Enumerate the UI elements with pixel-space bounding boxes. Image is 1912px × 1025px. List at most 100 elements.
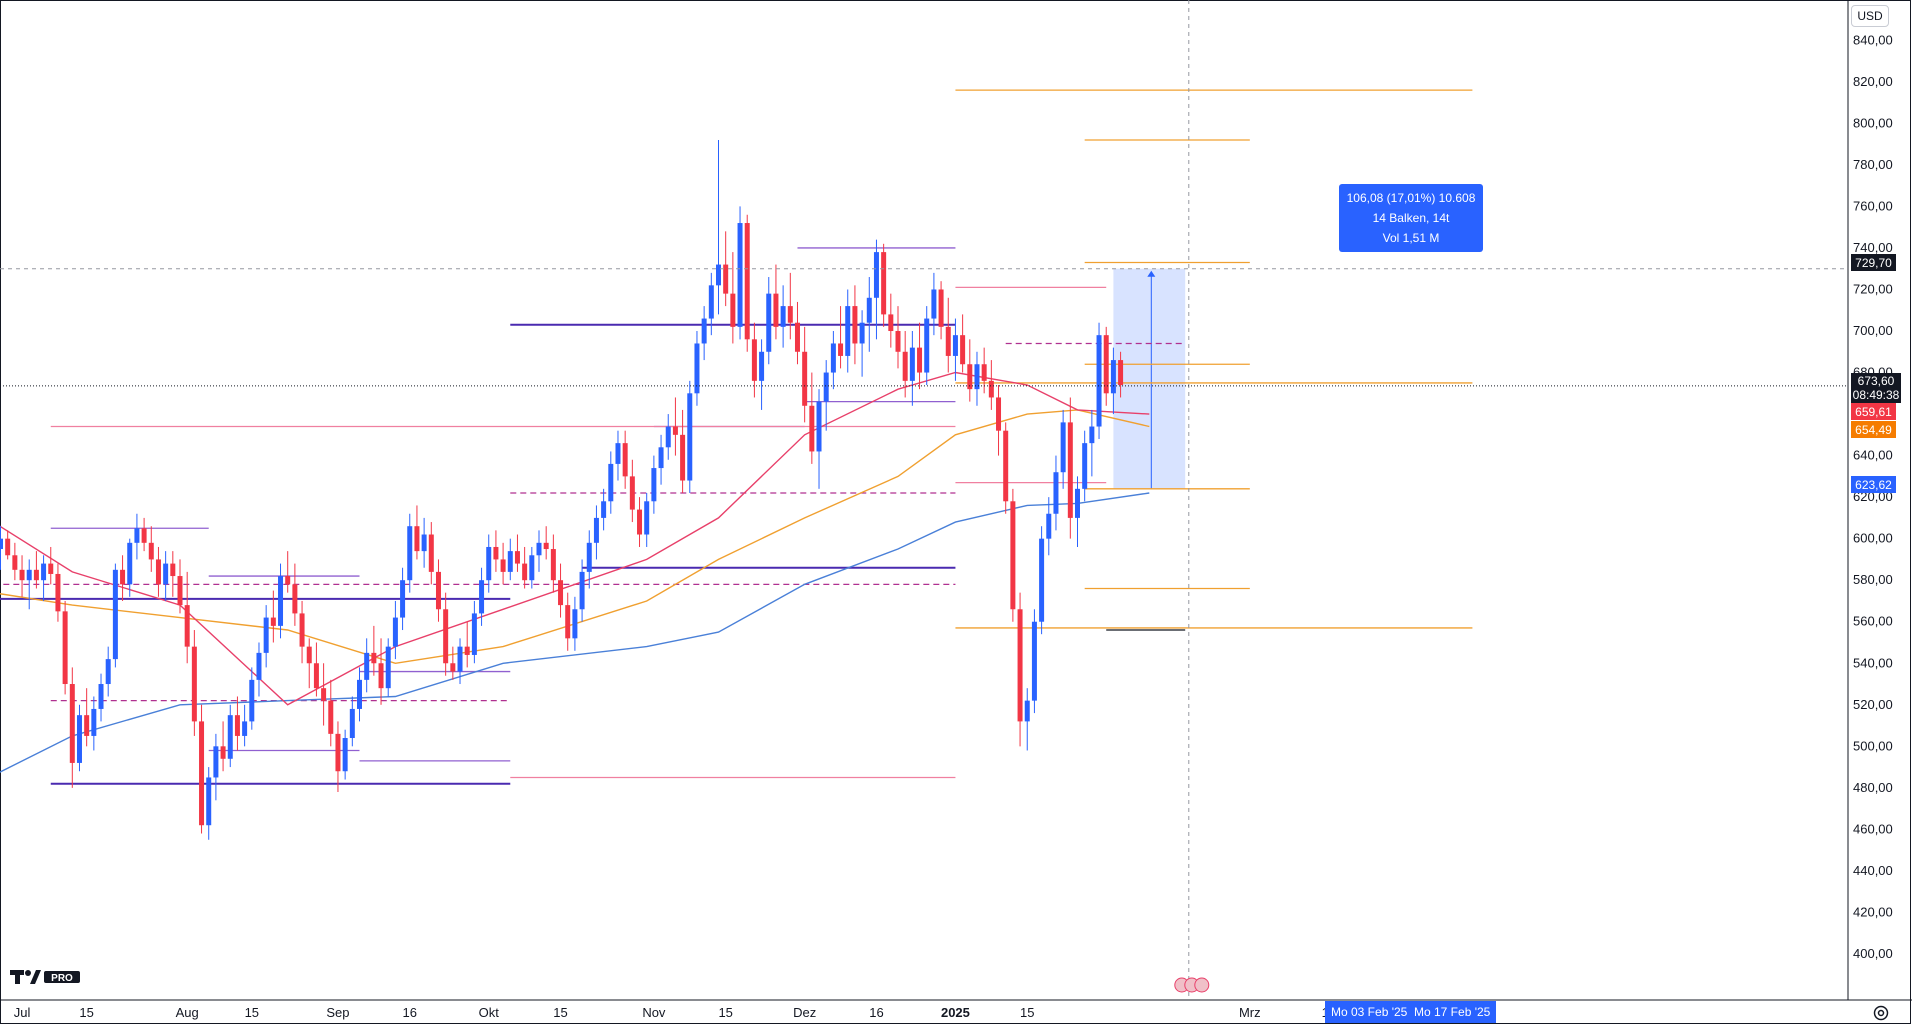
price-tick-3: 780,00 bbox=[1853, 157, 1893, 172]
candle-83 bbox=[593, 517, 599, 543]
time-tick-0: Jul bbox=[14, 1005, 31, 1020]
candle-69 bbox=[493, 546, 499, 560]
candle-17 bbox=[120, 569, 126, 585]
time-tick-9: 15 bbox=[718, 1005, 732, 1020]
candle-14 bbox=[98, 684, 104, 709]
currency-button[interactable]: USD bbox=[1851, 5, 1889, 27]
candle-87 bbox=[622, 443, 628, 477]
time-tick-4: Sep bbox=[326, 1005, 349, 1020]
price-tick-2: 800,00 bbox=[1853, 115, 1893, 130]
candle-110 bbox=[787, 306, 793, 323]
candle-119 bbox=[852, 306, 858, 344]
candle-57 bbox=[407, 526, 413, 581]
price-tick-7: 700,00 bbox=[1853, 323, 1893, 338]
measure-tooltip: 106,08 (17,01%) 10.608 14 Balken, 14t Vo… bbox=[1339, 184, 1483, 252]
candle-52 bbox=[371, 652, 377, 664]
candle-85 bbox=[608, 463, 614, 502]
candle-64 bbox=[457, 646, 463, 672]
time-tick-5: 16 bbox=[403, 1005, 417, 1020]
candle-144 bbox=[1031, 621, 1037, 701]
candle-59 bbox=[421, 534, 427, 552]
candle-73 bbox=[522, 563, 528, 581]
candle-18 bbox=[127, 542, 133, 585]
candle-12 bbox=[84, 715, 90, 736]
measure-change: 106,08 (17,01%) 10.608 bbox=[1346, 191, 1476, 205]
gear-icon[interactable] bbox=[1871, 1003, 1891, 1023]
candle-148 bbox=[1060, 422, 1066, 473]
candle-156 bbox=[1118, 360, 1124, 386]
candle-23 bbox=[163, 563, 169, 585]
candle-43 bbox=[306, 646, 312, 664]
candle-62 bbox=[443, 609, 449, 664]
time-tick-7: 15 bbox=[553, 1005, 567, 1020]
candle-26 bbox=[184, 605, 190, 647]
candle-100 bbox=[716, 264, 721, 286]
price-tick-16: 500,00 bbox=[1853, 738, 1893, 753]
candle-127 bbox=[909, 347, 915, 381]
candle-118 bbox=[845, 306, 851, 356]
candle-22 bbox=[155, 559, 161, 585]
price-tick-15: 520,00 bbox=[1853, 697, 1893, 712]
candle-107 bbox=[766, 293, 772, 352]
time-tick-1: 15 bbox=[79, 1005, 93, 1020]
candle-10 bbox=[69, 684, 75, 763]
candle-96 bbox=[687, 393, 693, 481]
candle-98 bbox=[701, 318, 707, 344]
candle-72 bbox=[514, 551, 520, 564]
candle-112 bbox=[802, 351, 808, 406]
candle-55 bbox=[392, 617, 398, 647]
candle-51 bbox=[364, 652, 370, 680]
candle-109 bbox=[780, 306, 786, 327]
candle-38 bbox=[270, 617, 276, 626]
ma-red-value-label: 659,61 bbox=[1851, 403, 1896, 420]
candle-37 bbox=[263, 617, 269, 653]
price-tick-6: 720,00 bbox=[1853, 281, 1893, 296]
candle-24 bbox=[170, 563, 176, 577]
candle-117 bbox=[838, 343, 844, 356]
time-tick-6: Okt bbox=[479, 1005, 500, 1020]
time-tick-13: 15 bbox=[1020, 1005, 1034, 1020]
candle-33 bbox=[234, 715, 240, 736]
candle-143 bbox=[1024, 700, 1030, 722]
candle-71 bbox=[507, 551, 513, 572]
candle-92 bbox=[658, 447, 664, 469]
candle-86 bbox=[615, 443, 621, 464]
event-flag-icon[interactable] bbox=[1194, 977, 1210, 993]
candle-99 bbox=[708, 285, 714, 319]
candle-25 bbox=[177, 576, 183, 606]
candle-46 bbox=[328, 700, 334, 734]
candle-19 bbox=[134, 528, 140, 543]
time-tick-11: 16 bbox=[869, 1005, 883, 1020]
candle-138 bbox=[988, 380, 994, 398]
candle-135 bbox=[967, 364, 973, 390]
date-label-left: Mo 03 Feb '25 bbox=[1325, 1001, 1414, 1023]
svg-text:PRO: PRO bbox=[51, 973, 73, 984]
price-tick-20: 420,00 bbox=[1853, 904, 1893, 919]
price-tick-11: 600,00 bbox=[1853, 531, 1893, 546]
candle-39 bbox=[278, 576, 284, 626]
candle-137 bbox=[981, 364, 987, 381]
price-tick-1: 820,00 bbox=[1853, 74, 1893, 89]
time-tick-2: Aug bbox=[176, 1005, 199, 1020]
candle-75 bbox=[536, 542, 542, 556]
candle-123 bbox=[881, 252, 887, 315]
candle-48 bbox=[342, 738, 348, 772]
moving-average-2 bbox=[0, 371, 1150, 706]
candle-120 bbox=[859, 322, 865, 344]
candle-20 bbox=[141, 528, 147, 543]
candle-4 bbox=[26, 569, 32, 581]
candle-1 bbox=[5, 538, 11, 556]
candle-40 bbox=[285, 576, 291, 585]
measure-volume: Vol 1,51 M bbox=[1382, 231, 1440, 245]
candle-124 bbox=[888, 314, 894, 332]
candle-121 bbox=[866, 297, 872, 323]
candle-114 bbox=[816, 401, 822, 452]
candle-141 bbox=[1010, 501, 1016, 610]
candle-49 bbox=[349, 708, 355, 739]
candle-63 bbox=[450, 663, 456, 672]
candle-80 bbox=[572, 609, 578, 639]
candle-15 bbox=[105, 659, 111, 685]
candle-61 bbox=[435, 571, 441, 610]
